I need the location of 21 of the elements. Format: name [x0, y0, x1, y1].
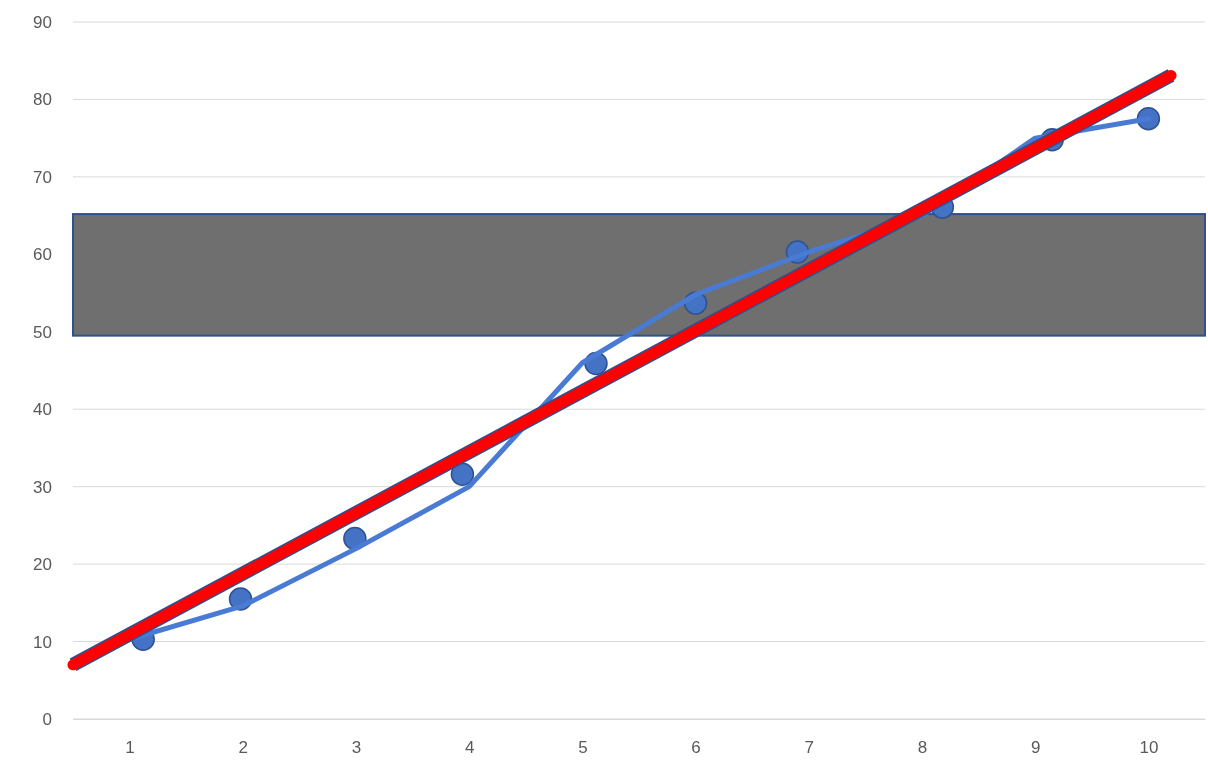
y-tick-label: 20	[33, 555, 52, 575]
x-tick-label: 8	[917, 738, 928, 758]
y-tick-label: 50	[33, 322, 52, 342]
point	[450, 462, 475, 486]
x-tick-label: 10	[1139, 738, 1159, 758]
x-tick-label: 6	[691, 738, 701, 758]
x-tick-label: 9	[1030, 738, 1041, 758]
y-tick-label: 60	[33, 245, 52, 265]
y-tick-label: 70	[33, 167, 52, 187]
x-tick-label: 2	[238, 738, 249, 758]
y-tick-label: 90	[33, 12, 52, 32]
x-tick-label: 3	[351, 738, 362, 758]
x-tick-label: 5	[578, 738, 588, 758]
x-tick-label: 7	[804, 738, 815, 758]
y-tick-label: 40	[33, 400, 52, 420]
x-tick-label: 4	[464, 738, 475, 758]
y-tick-label: 0	[42, 709, 52, 729]
y-tick-label: 30	[33, 477, 52, 497]
y-tick-label: 10	[33, 632, 52, 652]
x-tick-label: 1	[125, 738, 135, 758]
y-tick-label: 80	[33, 90, 52, 110]
